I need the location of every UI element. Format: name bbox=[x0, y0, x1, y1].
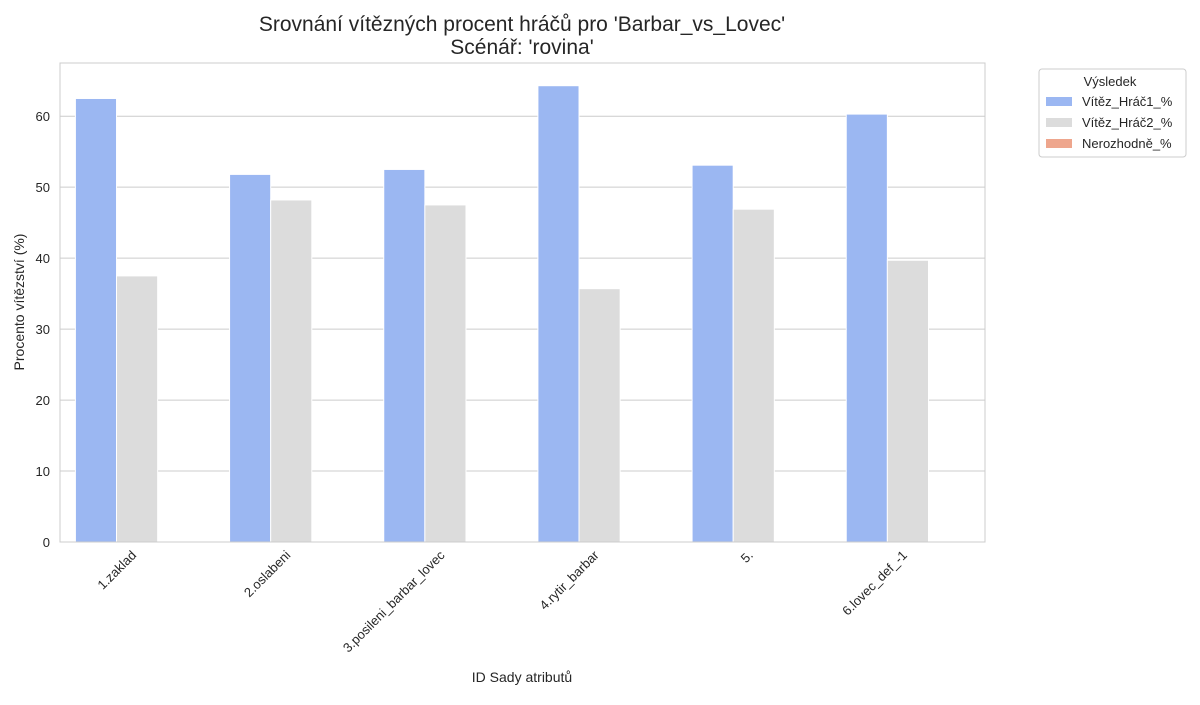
legend-items: Vítěz_Hráč1_% Vítěz_Hráč2_% Nerozhodně_% bbox=[1046, 94, 1173, 151]
bar bbox=[229, 173, 272, 543]
x-tick-label: 4.rytir_barbar bbox=[536, 547, 602, 613]
x-tick-label: 2.oslabeni bbox=[241, 547, 294, 600]
plot-frame bbox=[59, 62, 986, 543]
bar bbox=[578, 288, 621, 543]
y-tick-label: 20 bbox=[36, 393, 50, 408]
bar bbox=[74, 97, 118, 543]
bar bbox=[383, 168, 426, 543]
chart-title: Srovnání vítězných procent hráčů pro 'Ba… bbox=[259, 13, 785, 36]
legend-title: Výsledek bbox=[1084, 74, 1137, 89]
legend-label: Vítěz_Hráč1_% bbox=[1082, 94, 1173, 109]
legend-swatch bbox=[1046, 97, 1072, 106]
legend-label: Nerozhodně_% bbox=[1082, 136, 1172, 151]
y-tick-labels: 0 10 20 30 40 50 60 bbox=[36, 109, 50, 550]
x-axis-label: ID Sady atributů bbox=[472, 669, 572, 685]
y-tick-label: 40 bbox=[36, 251, 50, 266]
legend-swatch bbox=[1046, 139, 1072, 148]
y-tick-label: 50 bbox=[36, 180, 50, 195]
legend-label: Vítěz_Hráč2_% bbox=[1082, 115, 1173, 130]
chart-subtitle: Scénář: 'rovina' bbox=[450, 36, 593, 59]
bar bbox=[270, 199, 313, 543]
bar bbox=[845, 113, 888, 543]
gridlines bbox=[60, 115, 985, 543]
y-tick-label: 60 bbox=[36, 109, 50, 124]
y-axis-label: Procento vítězství (%) bbox=[11, 234, 27, 371]
x-tick-label: 6.lovec_def_-1 bbox=[839, 548, 910, 619]
bar bbox=[424, 204, 467, 543]
x-tick-labels: 1.zaklad 2.oslabeni 3.posileni_barbar_love… bbox=[94, 547, 910, 655]
x-tick-label: 3.posileni_barbar_lovec bbox=[340, 547, 448, 655]
legend-swatch bbox=[1046, 118, 1072, 127]
y-tick-label: 30 bbox=[36, 322, 50, 337]
legend: Výsledek Vítěz_Hráč1_% Vítěz_Hráč2_% Neroz… bbox=[1038, 68, 1187, 158]
bar bbox=[537, 85, 580, 543]
y-tick-label: 0 bbox=[43, 535, 50, 550]
bar bbox=[886, 259, 929, 543]
x-tick-label: 1.zaklad bbox=[94, 548, 139, 593]
bars bbox=[74, 85, 929, 543]
bar bbox=[691, 164, 734, 543]
y-tick-label: 10 bbox=[36, 464, 50, 479]
bar bbox=[732, 208, 775, 543]
bar bbox=[116, 275, 159, 543]
x-tick-label: 5. bbox=[738, 548, 756, 566]
legend-frame bbox=[1038, 68, 1187, 158]
